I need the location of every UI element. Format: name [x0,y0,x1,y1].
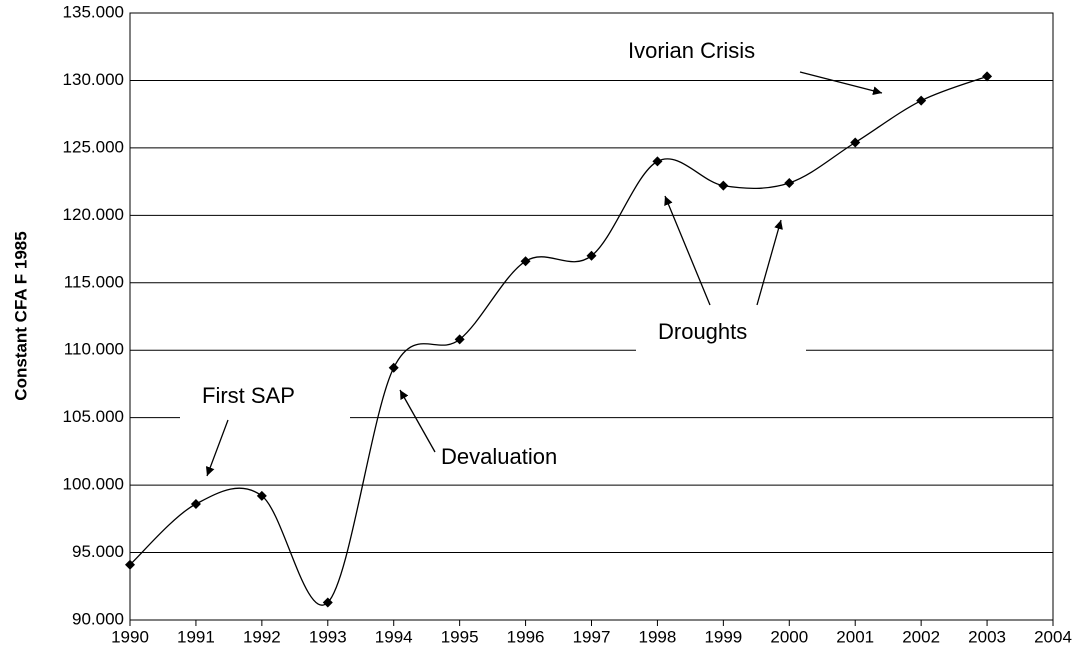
series-line [129,75,988,606]
data-point [652,156,663,167]
x-tick-label: 2003 [968,627,1006,646]
annotation-arrow [399,389,436,453]
x-tick-label: 1990 [111,627,149,646]
data-point [125,559,135,570]
annotation: Devaluation [441,444,557,469]
y-tick-label: 120.000 [63,205,124,224]
data-point [916,95,927,106]
x-tick-label: 1994 [375,627,413,646]
data-point [256,490,267,501]
data-point [718,180,729,191]
y-tick-label: 130.000 [63,70,124,89]
annotation: Droughts [658,319,747,344]
y-tick-label: 100.000 [63,475,124,494]
annotation-arrow [664,195,711,306]
data-point [388,362,399,373]
x-tick-label: 2002 [902,627,940,646]
data-point [322,597,333,608]
annotation-box [636,310,806,354]
x-tick-label: 1996 [507,627,545,646]
data-point [190,498,201,509]
x-tick-label: 1993 [309,627,347,646]
x-tick-label: 1998 [639,627,677,646]
x-tick-label: 2000 [770,627,808,646]
y-tick-label: 135.000 [63,2,124,21]
y-tick-label: 115.000 [64,272,124,291]
annotation-arrow [799,71,883,96]
x-tick-label: 1995 [441,627,479,646]
y-axis-label: Constant CFA F 1985 [11,231,30,400]
annotation-box [435,438,595,478]
x-tick-label: 1992 [243,627,281,646]
y-tick-label: 90.000 [72,609,124,628]
x-tick-label: 2001 [836,627,874,646]
x-tick-label: 2004 [1034,627,1072,646]
plot-frame [129,12,1054,621]
annotation-arrow [756,219,783,306]
data-point [784,177,795,188]
y-tick-label: 125.000 [63,137,124,156]
annotation: First SAP [202,383,295,408]
data-point [850,137,861,148]
data-point [982,71,993,82]
x-tick-label: 1999 [704,627,742,646]
annotation-box [612,30,807,74]
annotation-arrow [205,419,229,477]
data-point [586,250,597,261]
annotation-box [180,375,350,419]
x-tick-label: 1991 [177,627,215,646]
y-tick-label: 95.000 [72,542,124,561]
y-tick-label: 105.000 [63,407,124,426]
data-point [520,256,531,267]
data-point [454,334,465,345]
y-tick-label: 110.000 [64,340,124,359]
x-tick-label: 1997 [573,627,611,646]
annotation: Ivorian Crisis [628,38,755,63]
